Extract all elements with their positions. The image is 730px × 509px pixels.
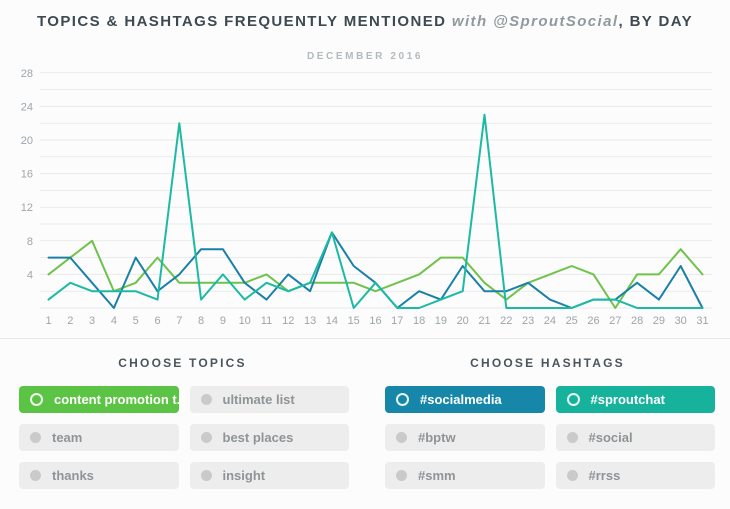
- topic-chip[interactable]: content promotion t..: [19, 386, 179, 413]
- series-line-content-promotion-t: [47, 239, 704, 309]
- y-axis-label: 4: [27, 269, 33, 281]
- x-axis-label: 24: [544, 315, 556, 327]
- x-axis-label: 27: [609, 315, 621, 327]
- y-axis-label: 12: [21, 202, 33, 214]
- x-axis-label: 17: [391, 315, 403, 327]
- x-axis-label: 5: [133, 315, 139, 327]
- topics-group: CHOOSE TOPICS content promotion t.. ultim…: [0, 356, 365, 489]
- x-axis-label: 21: [478, 315, 490, 327]
- radio-icon: [200, 394, 212, 405]
- x-axis-label: 4: [111, 315, 117, 327]
- selector-panel: CHOOSE TOPICS content promotion t.. ultim…: [0, 356, 730, 489]
- radio-icon: [396, 470, 407, 481]
- topic-chip-label: thanks: [52, 468, 94, 483]
- x-axis-label: 29: [653, 315, 665, 327]
- hashtags-group: CHOOSE HASHTAGS #socialmedia #sproutchat #…: [365, 356, 730, 489]
- hashtag-chip[interactable]: #smm: [385, 462, 545, 489]
- x-axis-label: 23: [522, 315, 534, 327]
- hashtags-heading: CHOOSE HASHTAGS: [470, 356, 625, 370]
- radio-icon: [200, 432, 212, 443]
- hashtag-chip-label: #smm: [418, 468, 456, 483]
- y-axis-label: 16: [21, 169, 33, 181]
- x-axis-label: 13: [304, 315, 316, 327]
- topic-chip[interactable]: thanks: [19, 462, 179, 489]
- y-axis-label: 24: [21, 101, 33, 113]
- topics-heading: CHOOSE TOPICS: [118, 356, 247, 370]
- radio-icon: [30, 432, 41, 443]
- hashtag-chip-label: #rrss: [588, 468, 621, 483]
- x-axis-label: 22: [500, 315, 512, 327]
- x-axis-label: 12: [282, 315, 294, 327]
- x-axis-label: 28: [631, 315, 643, 327]
- topic-chip[interactable]: insight: [189, 462, 349, 489]
- x-axis-label: 31: [696, 315, 708, 327]
- hashtag-chip[interactable]: #rrss: [555, 462, 715, 489]
- x-axis-label: 19: [435, 315, 447, 327]
- hashtag-chip-label: #sproutchat: [590, 392, 665, 407]
- hashtag-chip-label: #social: [588, 430, 633, 445]
- hashtag-chip-label: #bptw: [418, 430, 456, 445]
- x-axis-label: 26: [587, 315, 599, 327]
- topic-chip-label: ultimate list: [222, 392, 295, 407]
- radio-icon: [30, 393, 43, 406]
- y-axis-label: 8: [27, 236, 33, 248]
- radio-icon: [396, 432, 407, 443]
- topic-chip[interactable]: ultimate list: [189, 386, 349, 413]
- y-axis-label: 20: [21, 135, 33, 147]
- x-axis-label: 7: [176, 315, 182, 327]
- page-header: TOPICS & HASHTAGS FREQUENTLY MENTIONED w…: [0, 0, 730, 30]
- x-axis-label: 10: [239, 315, 251, 327]
- hashtags-grid: #socialmedia #sproutchat #bptw #social #smm #…: [365, 386, 730, 489]
- title-main: TOPICS & HASHTAGS FREQUENTLY MENTIONED: [37, 13, 447, 30]
- x-axis-label: 15: [348, 315, 360, 327]
- radio-icon: [30, 470, 41, 481]
- x-axis-label: 30: [675, 315, 687, 327]
- x-axis-label: 18: [413, 315, 425, 327]
- x-axis-label: 20: [457, 315, 469, 327]
- hashtag-chip[interactable]: #social: [555, 424, 715, 451]
- title-with: with @SproutSocial: [446, 13, 619, 30]
- x-axis-label: 6: [154, 315, 160, 327]
- y-axis-label: 28: [21, 68, 33, 80]
- series-line-sproutchat: [47, 113, 704, 309]
- x-axis-label: 14: [326, 315, 338, 327]
- radio-icon: [566, 470, 578, 481]
- x-axis-label: 3: [89, 315, 95, 327]
- radio-icon: [566, 393, 580, 406]
- topic-chip-label: best places: [222, 430, 294, 445]
- x-axis-label: 16: [369, 315, 381, 327]
- x-axis-label: 25: [566, 315, 578, 327]
- topic-chip-label: insight: [222, 468, 266, 483]
- hashtag-chip-label: #socialmedia: [420, 392, 502, 407]
- hashtag-chip[interactable]: #socialmedia: [385, 386, 545, 413]
- title-suffix: , BY DAY: [618, 13, 693, 30]
- topic-chip[interactable]: best places: [189, 424, 349, 451]
- chart-subtitle: DECEMBER 2016: [306, 51, 424, 62]
- radio-icon: [566, 432, 578, 443]
- x-axis-label: 11: [261, 315, 272, 327]
- radio-icon: [200, 470, 212, 481]
- radio-icon: [396, 393, 409, 406]
- topic-chip-label: content promotion t..: [54, 392, 179, 407]
- topic-chip-label: team: [52, 430, 83, 445]
- hashtag-chip[interactable]: #sproutchat: [555, 386, 715, 413]
- page-title: TOPICS & HASHTAGS FREQUENTLY MENTIONED w…: [0, 13, 730, 30]
- x-axis-label: 8: [198, 315, 204, 327]
- x-axis-label: 9: [220, 315, 226, 327]
- topic-chip[interactable]: team: [19, 424, 179, 451]
- topics-grid: content promotion t.. ultimate list team be…: [0, 386, 365, 489]
- hashtag-chip[interactable]: #bptw: [385, 424, 545, 451]
- x-axis-label: 1: [45, 315, 51, 327]
- x-axis-label: 2: [67, 315, 73, 327]
